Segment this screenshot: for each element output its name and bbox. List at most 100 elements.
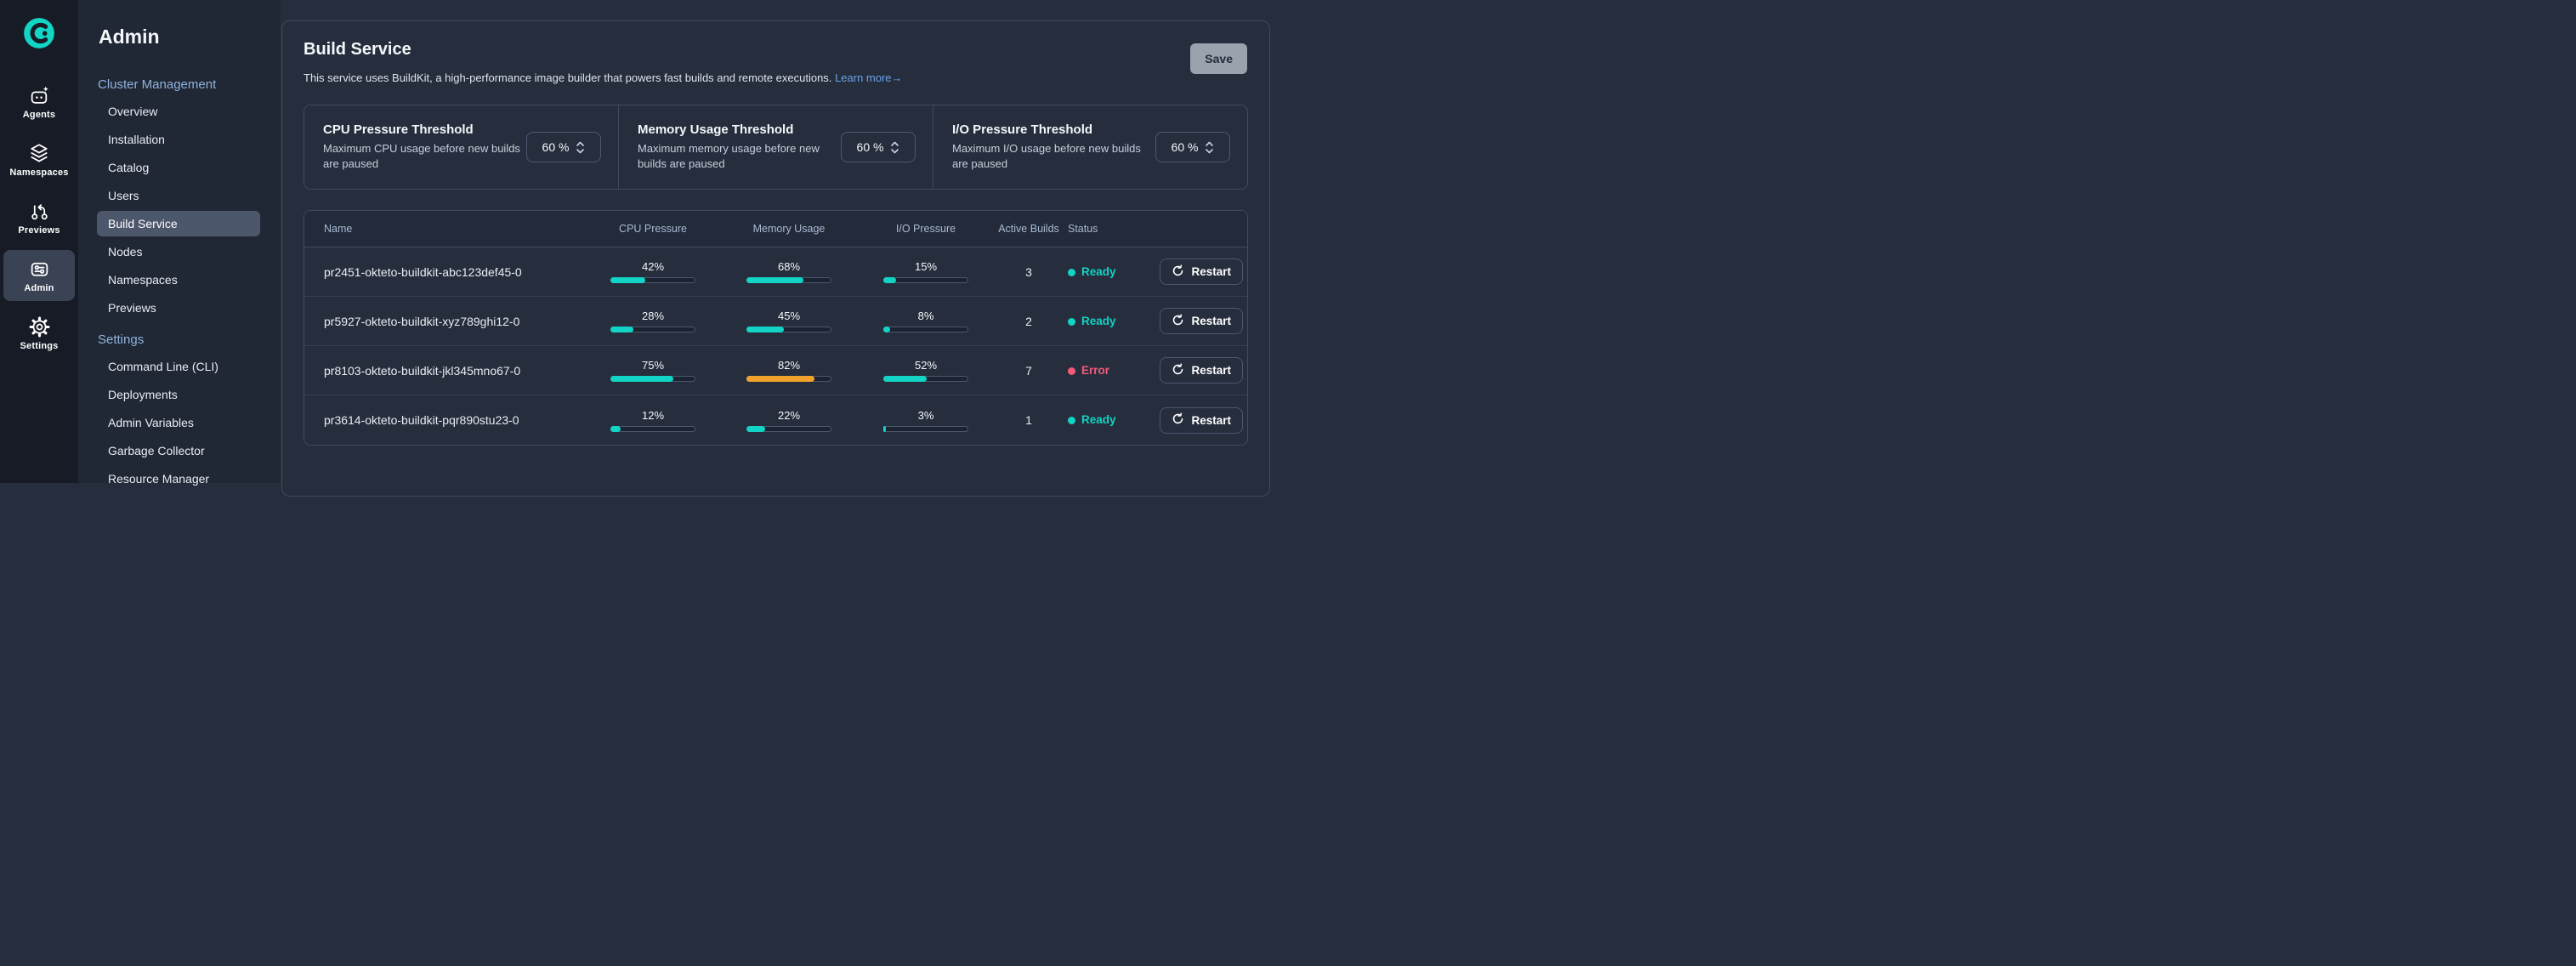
metric-progress-bar: [746, 425, 831, 432]
admin-sidebar: Admin Cluster Management Overview Installa…: [78, 0, 281, 486]
rail-item-admin[interactable]: Admin: [3, 250, 75, 301]
sidebar-item-deployments[interactable]: Deployments: [108, 388, 178, 401]
rail-item-agents[interactable]: Agents: [3, 77, 75, 128]
sidebar-item-resource-manager[interactable]: Resource Manager: [108, 472, 210, 486]
rail-item-settings[interactable]: Settings: [3, 308, 75, 359]
metric-value: 75%: [641, 359, 665, 372]
column-header-memory-usage: Memory Usage: [752, 223, 826, 235]
main-area: Build Service This service uses BuildKit…: [281, 0, 1288, 497]
settings-icon: [29, 316, 50, 338]
metric-value: 22%: [777, 408, 801, 422]
io-metric: 8%: [857, 310, 995, 332]
row-action: Restart: [1160, 357, 1246, 384]
stepper-icon[interactable]: [1205, 140, 1214, 155]
status-dot-icon: [1068, 417, 1075, 424]
sidebar-item-admin-variables[interactable]: Admin Variables: [108, 416, 194, 429]
sidebar-item-overview[interactable]: Overview: [108, 105, 158, 118]
restart-button[interactable]: Restart: [1160, 406, 1243, 434]
sidebar-item-catalog[interactable]: Catalog: [108, 161, 150, 174]
buildkit-name: pr5927-okteto-buildkit-xyz789ghi12-0: [324, 314, 520, 328]
panel-header-text: Build Service This service uses BuildKit…: [304, 40, 903, 84]
metric-progress-bar: [610, 376, 695, 382]
buildkit-table: Name CPU Pressure Memory Usage I/O Pressure…: [304, 210, 1248, 446]
table-row: pr5927-okteto-buildkit-xyz789ghi12-0 2 8%…: [304, 297, 1247, 346]
metric-value: 12%: [641, 408, 665, 422]
column-header-active-builds: Active Builds: [998, 223, 1059, 235]
sidebar-item-namespaces[interactable]: Namespaces: [108, 273, 178, 287]
cpu-metric: 75%: [585, 359, 721, 382]
metric-progress-bar: [746, 277, 831, 283]
metric-progress-bar: [883, 376, 968, 382]
threshold-card: I/O Pressure Threshold Maximum I/O usage…: [933, 105, 1247, 189]
threshold-value-input[interactable]: 60 %: [526, 132, 601, 162]
active-builds-count: 1: [1025, 413, 1032, 427]
buildkit-name: pr3614-okteto-buildkit-pqr890stu23-0: [324, 413, 519, 427]
okteto-logo-icon[interactable]: [23, 17, 55, 49]
previews-icon: [29, 201, 50, 222]
sidebar-item-installation[interactable]: Installation: [108, 133, 165, 146]
metric-progress-bar: [746, 376, 831, 382]
metric-progress-bar: [746, 327, 831, 332]
sidebar-item-users[interactable]: Users: [108, 189, 139, 202]
build-service-panel: Build Service This service uses BuildKit…: [281, 20, 1270, 497]
save-button[interactable]: Save: [1190, 43, 1247, 74]
stepper-icon[interactable]: [890, 140, 899, 155]
sidebar-section-label: Cluster Management: [98, 77, 217, 92]
rail-item-previews[interactable]: Previews: [3, 192, 75, 243]
threshold-card: Memory Usage Threshold Maximum memory us…: [619, 105, 933, 189]
page-description: This service uses BuildKit, a high-perfo…: [304, 71, 903, 84]
table-body: pr2451-okteto-buildkit-abc123def45-0 42%…: [304, 247, 1247, 445]
learn-more-link[interactable]: Learn more→: [835, 71, 903, 84]
restart-icon: [1172, 362, 1184, 378]
rail-item-label: Namespaces: [9, 168, 69, 178]
column-header-name: Name: [324, 223, 353, 235]
memory-metric: 68%: [721, 260, 857, 283]
threshold-title: CPU Pressure Threshold: [323, 122, 474, 138]
active-builds-count: 3: [1025, 264, 1032, 279]
stepper-icon[interactable]: [576, 140, 585, 155]
threshold-value: 60 %: [856, 140, 884, 154]
metric-progress-bar: [610, 425, 695, 432]
rail-item-label: Agents: [22, 109, 56, 120]
restart-button[interactable]: Restart: [1160, 308, 1243, 334]
threshold-value-input[interactable]: 60 %: [841, 132, 916, 162]
restart-button[interactable]: Restart: [1160, 259, 1243, 285]
memory-metric: 82%: [721, 359, 857, 382]
namespaces-icon: [28, 142, 50, 164]
status-dot-icon: [1068, 367, 1075, 375]
panel-header: Build Service This service uses BuildKit…: [282, 21, 1269, 84]
metric-value: 82%: [777, 359, 801, 372]
threshold-description: Maximum memory usage before new builds a…: [638, 142, 820, 170]
status-badge: Ready: [1063, 314, 1168, 329]
threshold-card: CPU Pressure Threshold Maximum CPU usage…: [304, 105, 619, 189]
sidebar-item-nodes[interactable]: Nodes: [108, 245, 143, 259]
restart-button[interactable]: Restart: [1160, 357, 1243, 384]
io-metric: 52%: [857, 359, 995, 382]
active-builds-count: 2: [1025, 314, 1032, 328]
arrow-right-icon: →: [891, 71, 903, 84]
buildkit-name: pr2451-okteto-buildkit-abc123def45-0: [324, 264, 522, 279]
threshold-card-text: I/O Pressure Threshold Maximum I/O usage…: [952, 122, 1155, 171]
rail-item-namespaces[interactable]: Namespaces: [3, 134, 75, 185]
io-metric: 3%: [857, 409, 995, 432]
sidebar-item-build-service[interactable]: Build Service: [97, 211, 260, 236]
app-root: Agents Namespaces Previews Admin Settings Ad…: [0, 0, 1288, 497]
threshold-description: Maximum CPU usage before new builds are …: [323, 142, 520, 170]
page-title: Build Service: [304, 40, 411, 59]
threshold-card-text: Memory Usage Threshold Maximum memory us…: [638, 122, 841, 171]
status-label: Ready: [1081, 413, 1116, 426]
threshold-value-input[interactable]: 60 %: [1155, 132, 1230, 162]
metric-progress-bar: [883, 277, 968, 283]
memory-metric: 45%: [721, 310, 857, 332]
metric-value: 68%: [777, 260, 801, 273]
table-header-row: Name CPU Pressure Memory Usage I/O Pressure…: [304, 211, 1247, 247]
sidebar-item-command-line-cli-[interactable]: Command Line (CLI): [108, 360, 218, 373]
status-dot-icon: [1068, 317, 1075, 326]
sidebar-item-garbage-collector[interactable]: Garbage Collector: [108, 444, 205, 457]
status-badge: Ready: [1063, 412, 1168, 428]
active-builds-count: 7: [1025, 363, 1032, 378]
status-badge: Ready: [1063, 264, 1168, 280]
sidebar-item-previews[interactable]: Previews: [108, 301, 156, 315]
threshold-cards: CPU Pressure Threshold Maximum CPU usage…: [304, 105, 1248, 190]
admin-icon: [29, 259, 50, 280]
